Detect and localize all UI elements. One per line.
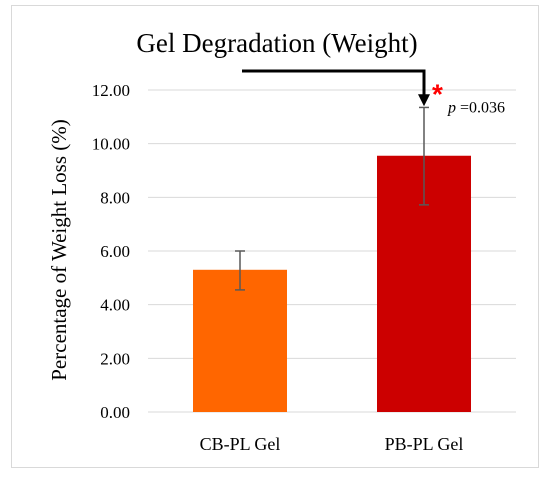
y-tick-label: 4.00	[100, 296, 130, 315]
error-bars	[235, 106, 429, 291]
bars	[193, 155, 471, 412]
y-tick-label: 0.00	[100, 403, 130, 422]
significance-annotation: * p =0.036	[242, 69, 505, 116]
y-tick-labels: 0.00 2.00 4.00 6.00 8.00 10.00 12.00	[92, 81, 130, 422]
y-tick-label: 12.00	[92, 81, 130, 100]
p-symbol: p	[447, 99, 456, 116]
y-tick-label: 10.00	[92, 135, 130, 154]
y-axis-label: Percentage of Weight Loss (%)	[47, 119, 71, 381]
y-tick-label: 8.00	[100, 188, 130, 207]
chart-title: Gel Degradation (Weight)	[136, 28, 417, 58]
p-value: =0.036	[456, 99, 505, 116]
bar	[193, 269, 287, 412]
annotation-arrow	[242, 69, 430, 107]
p-value-text: p =0.036	[447, 99, 505, 116]
x-category-label: CB-PL Gel	[200, 434, 281, 454]
y-tick-label: 2.00	[100, 349, 130, 368]
y-tick-label: 6.00	[100, 242, 130, 261]
significance-star: *	[432, 78, 443, 109]
x-category-labels: CB-PL Gel PB-PL Gel	[200, 434, 464, 454]
x-category-label: PB-PL Gel	[385, 434, 464, 454]
